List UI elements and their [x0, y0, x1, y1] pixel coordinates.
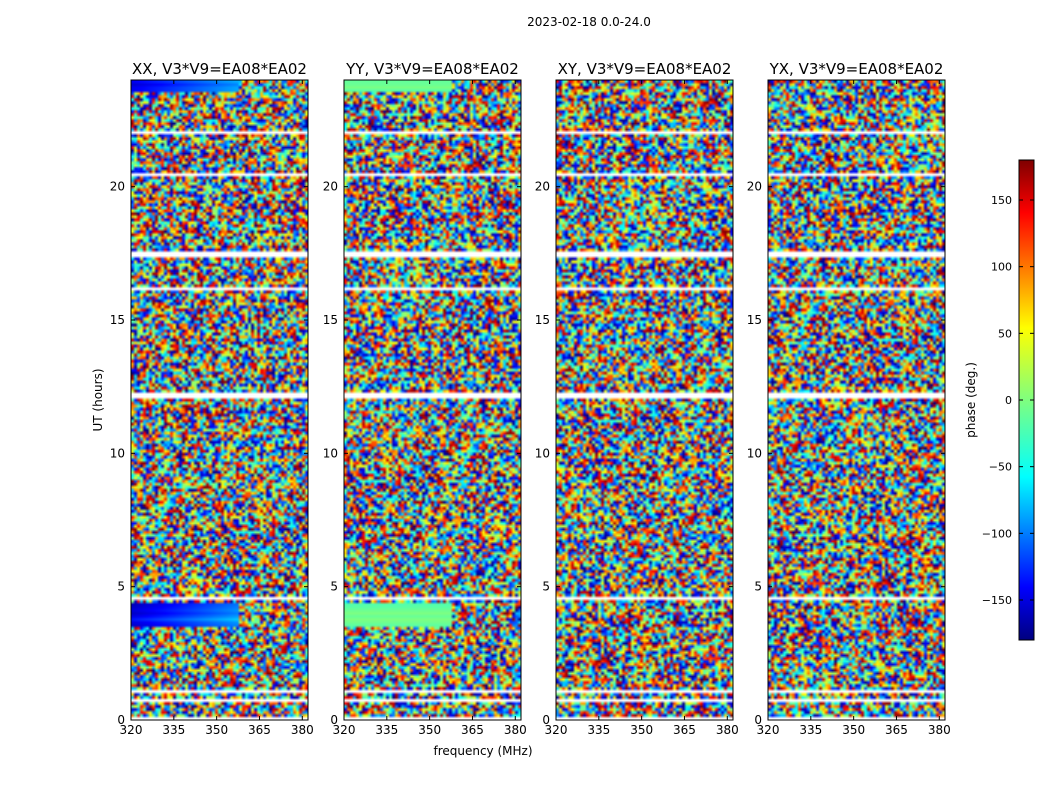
y-tick-label: 15: [535, 313, 550, 327]
x-tick-label: 320: [757, 723, 780, 737]
colorbar-tick-label: 0: [1005, 394, 1012, 407]
panel-1: XX, V3*V9=EA08*EA02 320 335 350 365 380 0 5 10 15…: [110, 60, 314, 737]
colorbar: 150 100 50 0 −50 −100 −150 phase (deg.): [964, 159, 1035, 641]
panel-title-3: XY, V3*V9=EA08*EA02: [558, 60, 732, 78]
x-tick-label: 320: [545, 723, 568, 737]
y-tick-label: 0: [754, 713, 762, 727]
colorbar-label: phase (deg.): [964, 362, 978, 438]
phase-heatmap-3: [556, 80, 733, 720]
y-tick-label: 0: [117, 713, 125, 727]
x-tick-label: 350: [418, 723, 441, 737]
plot-frame-3: [555, 79, 734, 721]
phase-heatmap-4: [768, 80, 945, 720]
x-tick-label: 365: [885, 723, 908, 737]
y-tick-label: 10: [747, 446, 762, 460]
panel-2: YY, V3*V9=EA08*EA02 320 335 350 365 380 0 5 10 15…: [323, 60, 527, 737]
x-tick-label: 335: [375, 723, 398, 737]
panel-title-4: YX, V3*V9=EA08*EA02: [769, 60, 944, 78]
y-tick-label: 20: [110, 180, 125, 194]
phase-heatmap-1: [131, 80, 308, 720]
plot-frame-2: [343, 79, 522, 721]
y-tick-label: 15: [323, 313, 338, 327]
plot-frame-4: [767, 79, 946, 721]
y-tick-label: 5: [330, 580, 338, 594]
x-tick-label: 350: [630, 723, 653, 737]
x-tick-label: 380: [716, 723, 739, 737]
y-tick-label: 5: [117, 580, 125, 594]
x-tick-label: 380: [291, 723, 314, 737]
x-tick-label: 365: [673, 723, 696, 737]
panel-title-2: YY, V3*V9=EA08*EA02: [345, 60, 519, 78]
x-tick-label: 380: [504, 723, 527, 737]
phase-heatmap-2: [344, 80, 521, 720]
y-tick-label: 20: [323, 180, 338, 194]
colorbar-tick-label: −150: [982, 594, 1012, 607]
panel-title-1: XX, V3*V9=EA08*EA02: [132, 60, 307, 78]
colorbar-tick-label: 100: [991, 261, 1012, 274]
colorbar-tick-label: 50: [998, 327, 1012, 340]
y-tick-label: 15: [747, 313, 762, 327]
x-tick-label: 320: [120, 723, 143, 737]
x-tick-label: 335: [587, 723, 610, 737]
y-tick-label: 10: [110, 446, 125, 460]
x-tick-label: 350: [205, 723, 228, 737]
y-tick-label: 5: [754, 580, 762, 594]
y-tick-label: 20: [747, 180, 762, 194]
y-tick-label: 0: [330, 713, 338, 727]
x-axis-label: frequency (MHz): [433, 744, 532, 758]
x-tick-label: 320: [333, 723, 356, 737]
x-tick-label: 335: [162, 723, 185, 737]
colorbar-tick-label: −50: [989, 461, 1012, 474]
y-tick-label: 20: [535, 180, 550, 194]
plot-frame-1: [130, 79, 309, 721]
x-tick-label: 380: [928, 723, 951, 737]
y-tick-label: 15: [110, 313, 125, 327]
figure-title: 2023-02-18 0.0-24.0: [527, 15, 651, 29]
x-tick-label: 365: [248, 723, 271, 737]
x-tick-label: 350: [842, 723, 865, 737]
panel-4: YX, V3*V9=EA08*EA02 320 335 350 365 380 0 5 10 15…: [747, 60, 951, 737]
x-tick-label: 365: [461, 723, 484, 737]
y-tick-label: 5: [542, 580, 550, 594]
y-tick-label: 10: [323, 446, 338, 460]
y-tick-label: 0: [542, 713, 550, 727]
colorbar-tick-label: 150: [991, 194, 1012, 207]
y-tick-label: 10: [535, 446, 550, 460]
panel-3: XY, V3*V9=EA08*EA02 320 335 350 365 380 0 5 10 15…: [535, 60, 739, 737]
colorbar-tick-label: −100: [982, 527, 1012, 540]
x-tick-label: 335: [799, 723, 822, 737]
y-axis-label: UT (hours): [91, 368, 105, 431]
